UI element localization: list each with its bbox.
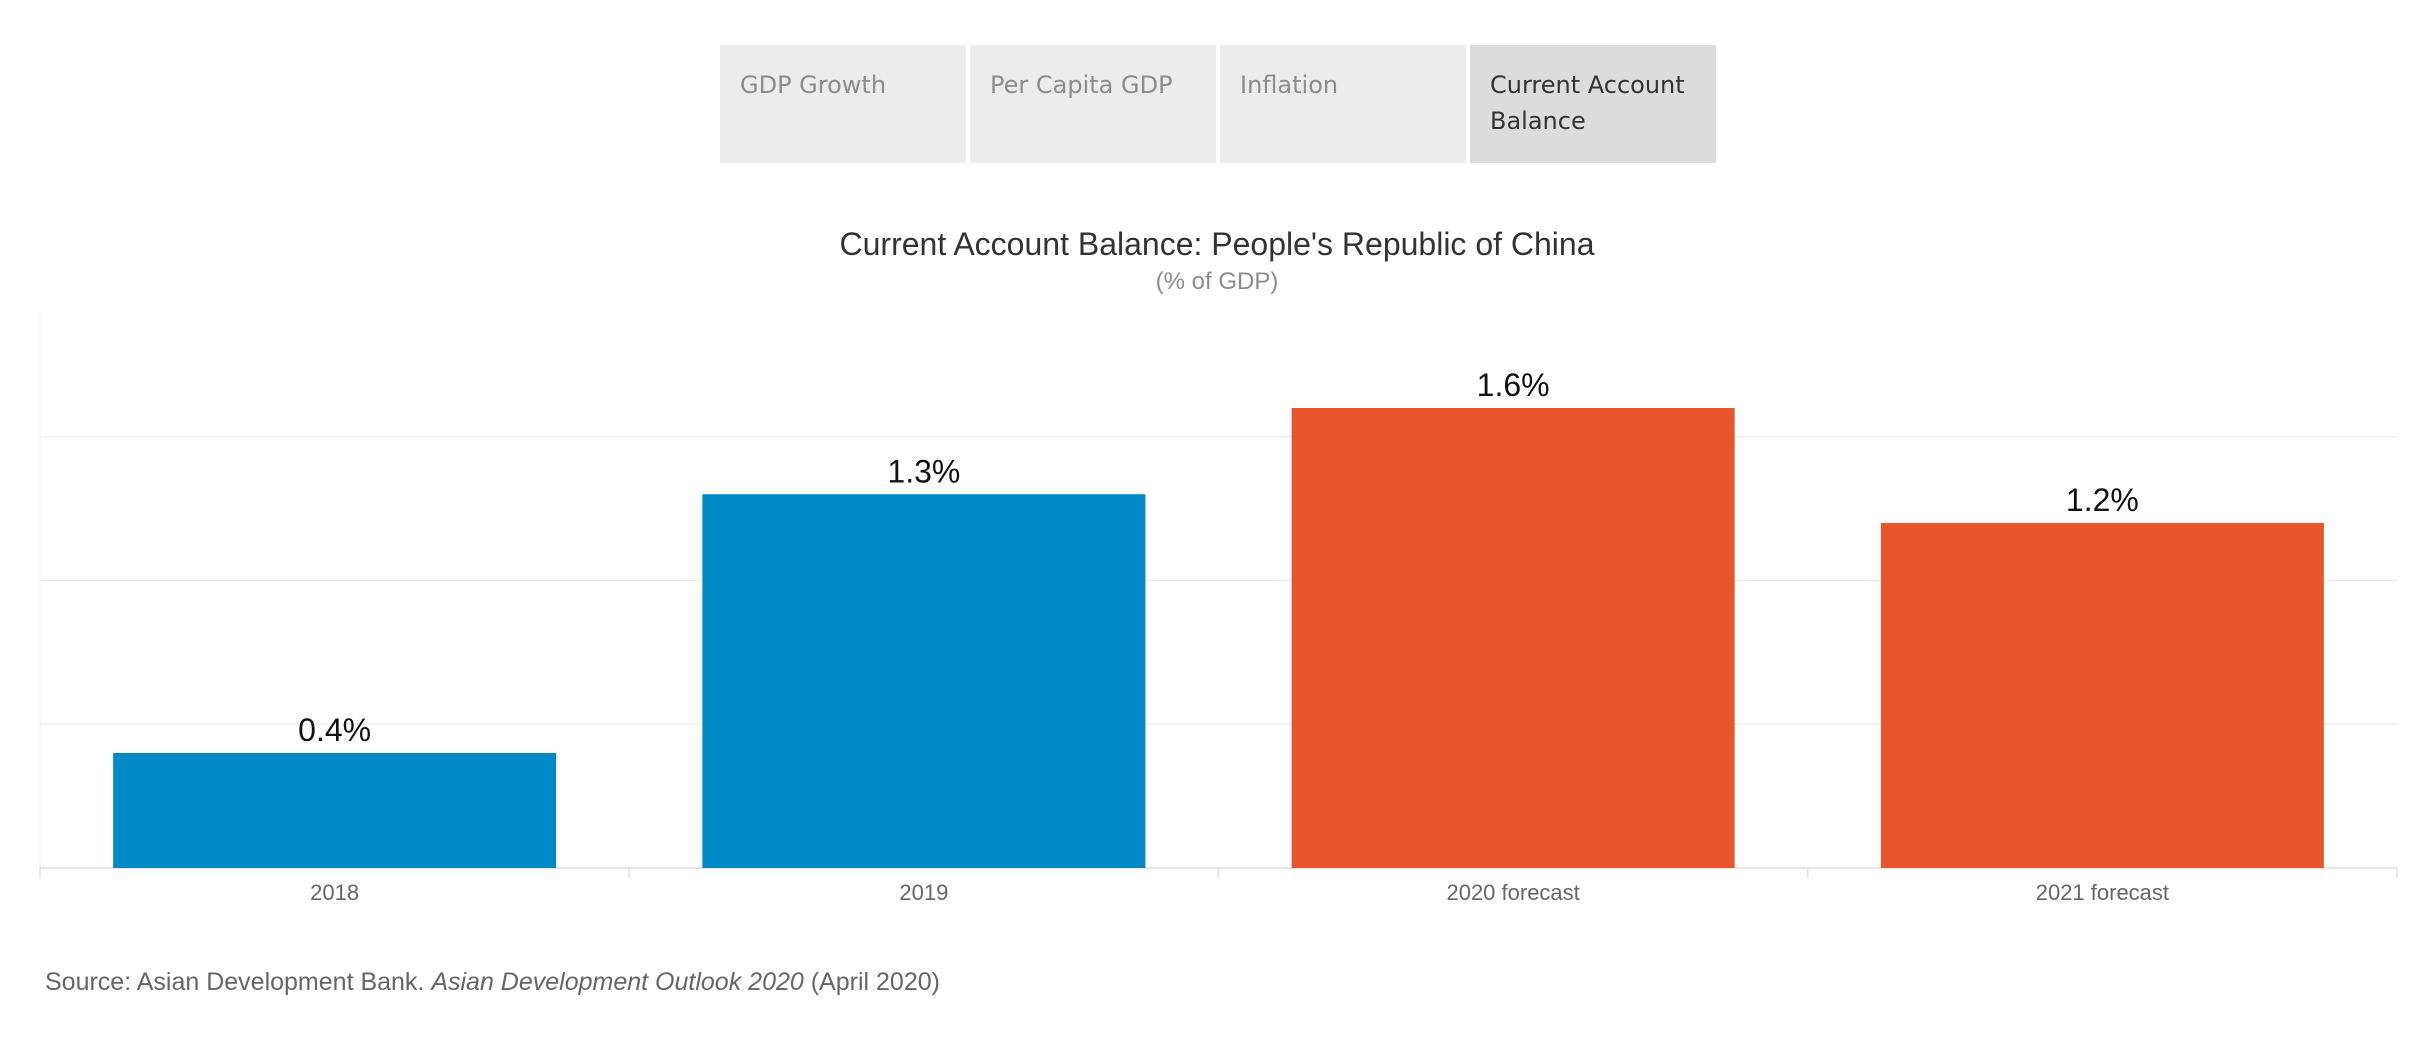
tab-inflation[interactable]: Inflation — [1220, 45, 1466, 163]
source-prefix: Source: Asian Development Bank. — [45, 968, 432, 996]
bar — [113, 753, 557, 868]
tab-bar: GDP Growth Per Capita GDP Inflation Curr… — [720, 45, 1716, 163]
bar-chart: 0.4% 2018 1.3% 2019 1.6% 2020 forecast 1.2% 202… — [39, 313, 2398, 905]
x-tick-label: 2018 — [310, 880, 359, 905]
x-tick-label: 2021 forecast — [2036, 880, 2169, 905]
data-label: 1.2% — [2066, 482, 2139, 518]
source-publication: Asian Development Outlook 2020 — [431, 968, 804, 996]
data-label: 0.4% — [298, 712, 371, 748]
tab-per-capita-gdp[interactable]: Per Capita GDP — [970, 45, 1216, 163]
chart-title: Current Account Balance: People's Republ… — [839, 226, 1595, 262]
chart-subtitle: (% of GDP) — [1155, 268, 1279, 295]
tab-gdp-growth[interactable]: GDP Growth — [720, 45, 966, 163]
bar — [702, 494, 1146, 868]
tab-current-account-balance[interactable]: Current Account Balance — [1470, 45, 1716, 163]
bar — [1291, 408, 1735, 868]
source-note: Source: Asian Development Bank. Asian De… — [45, 968, 940, 997]
x-tick-label: 2020 forecast — [1446, 880, 1579, 905]
data-label: 1.3% — [887, 453, 960, 489]
source-suffix: (April 2020) — [803, 968, 940, 996]
data-label: 1.6% — [1477, 367, 1550, 403]
bar — [1880, 523, 2324, 868]
x-tick-label: 2019 — [899, 880, 948, 905]
